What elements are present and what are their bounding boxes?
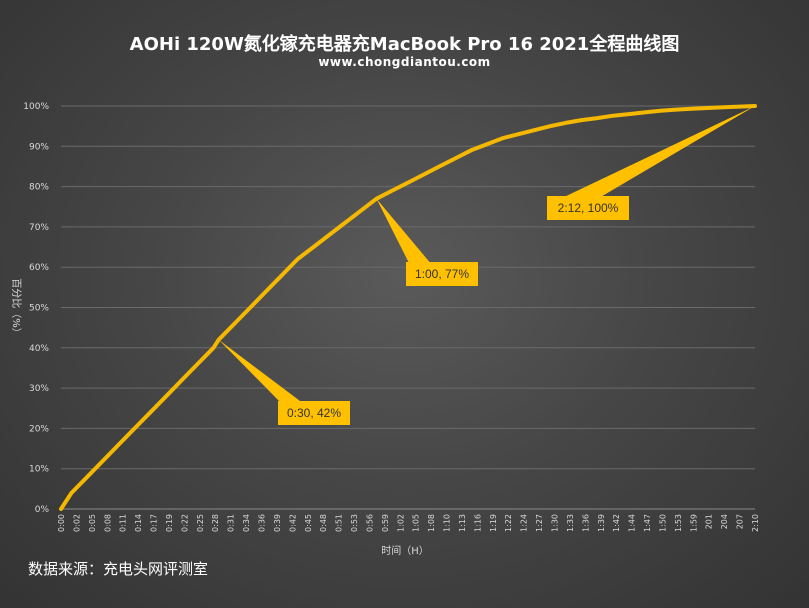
gridlines — [61, 105, 755, 510]
callout: 1:00, 77% — [376, 198, 478, 286]
x-tick-label: 0:56 — [365, 514, 374, 532]
callouts-group: 0:30, 42% 1:00, 77% 2:12, 100% — [218, 106, 755, 425]
y-tick-label: 30% — [29, 384, 49, 394]
x-tick-label: 207 — [736, 514, 745, 529]
x-tick-label: 0:51 — [335, 514, 344, 532]
x-tick-label: 1:22 — [504, 514, 513, 532]
x-tick-label: 1:33 — [566, 514, 575, 532]
callout-box — [278, 401, 350, 425]
x-tick-label: 1:05 — [412, 514, 421, 532]
x-tick-label: 0:22 — [180, 514, 189, 532]
x-tick-label: 0:19 — [165, 514, 174, 532]
y-tick-label: 90% — [29, 142, 49, 152]
callout-pointer — [376, 198, 432, 265]
y-tick-label: 10% — [29, 465, 49, 475]
callout-box — [547, 196, 629, 220]
callout-box — [406, 262, 478, 286]
chart-title: AOHi 120W氮化镓充电器充MacBook Pro 16 2021全程曲线图 — [129, 34, 680, 55]
callout-label: 2:12, 100% — [558, 201, 619, 215]
y-tick-label: 20% — [29, 424, 49, 434]
x-tick-label: 1:19 — [489, 514, 498, 532]
callout-label: 0:30, 42% — [287, 406, 341, 420]
x-tick-label: 0:05 — [88, 514, 97, 532]
x-tick-label: 1:44 — [628, 514, 637, 532]
x-tick-label: 0:08 — [103, 514, 112, 532]
x-tick-label: 0:59 — [381, 514, 390, 532]
x-tick-label: 1:16 — [473, 514, 482, 532]
x-axis-ticks: 0:00 0:02 0:05 0:08 0:11 0:14 0:17 0:19 0:22 0:25… — [57, 514, 760, 532]
x-tick-label: 1:36 — [581, 514, 590, 532]
x-tick-label: 0:45 — [304, 514, 313, 532]
series-group — [59, 104, 757, 511]
y-tick-label: 80% — [29, 183, 49, 193]
x-tick-label: 0:34 — [242, 514, 251, 532]
data-source-note: 数据来源：充电头网评测室 — [28, 560, 209, 578]
x-tick-label: 1:42 — [612, 514, 621, 532]
callout: 2:12, 100% — [547, 106, 755, 220]
x-tick-label: 0:36 — [257, 514, 266, 532]
x-tick-label: 1:10 — [443, 514, 452, 532]
y-tick-label: 70% — [29, 223, 49, 233]
x-tick-label: 0:00 — [57, 514, 66, 532]
x-tick-label: 1:13 — [458, 514, 467, 532]
x-tick-label: 0:39 — [273, 514, 282, 532]
x-tick-label: 0:14 — [134, 514, 143, 532]
x-tick-label: 1:02 — [396, 514, 405, 532]
x-tick-label: 0:48 — [319, 514, 328, 532]
x-tick-label: 0:42 — [288, 514, 297, 532]
x-tick-label: 1:47 — [643, 514, 652, 532]
callout-label: 1:00, 77% — [415, 267, 469, 281]
y-tick-label: 0% — [35, 505, 50, 515]
x-tick-label: 0:53 — [350, 514, 359, 532]
x-tick-label: 1:24 — [520, 514, 529, 532]
x-tick-label: 1:53 — [674, 514, 683, 532]
y-axis-label: 百分比（%） — [10, 278, 22, 338]
x-tick-label: 1:27 — [535, 514, 544, 532]
y-axis-ticks: 0% 10% 20% 30% 40% 50% 60% 70% 80% 90% 100% — [23, 102, 49, 515]
x-tick-label: 0:17 — [150, 514, 159, 532]
x-tick-label: 0:25 — [196, 514, 205, 532]
x-tick-label: 1:59 — [689, 514, 698, 532]
x-tick-label: 201 — [705, 514, 714, 529]
x-tick-label: 0:31 — [227, 514, 236, 532]
callout-pointer — [562, 106, 755, 198]
y-tick-label: 50% — [29, 304, 49, 314]
callout: 0:30, 42% — [218, 339, 350, 425]
x-tick-label: 2:10 — [751, 514, 760, 532]
x-tick-label: 204 — [720, 514, 729, 529]
y-tick-label: 60% — [29, 263, 49, 273]
x-tick-label: 1:39 — [597, 514, 606, 532]
x-tick-label: 1:30 — [551, 514, 560, 532]
chart-subtitle: www.chongdiantou.com — [318, 55, 491, 69]
x-tick-label: 0:11 — [119, 514, 128, 532]
y-tick-label: 40% — [29, 344, 49, 354]
x-tick-label: 0:28 — [211, 514, 220, 532]
series-line — [59, 104, 757, 511]
x-axis-label: 时间（H） — [381, 544, 429, 557]
y-tick-label: 100% — [23, 102, 49, 112]
callout-pointer — [218, 339, 304, 404]
x-tick-label: 0:02 — [72, 514, 81, 532]
x-tick-label: 1:08 — [427, 514, 436, 532]
x-tick-label: 1:50 — [658, 514, 667, 532]
